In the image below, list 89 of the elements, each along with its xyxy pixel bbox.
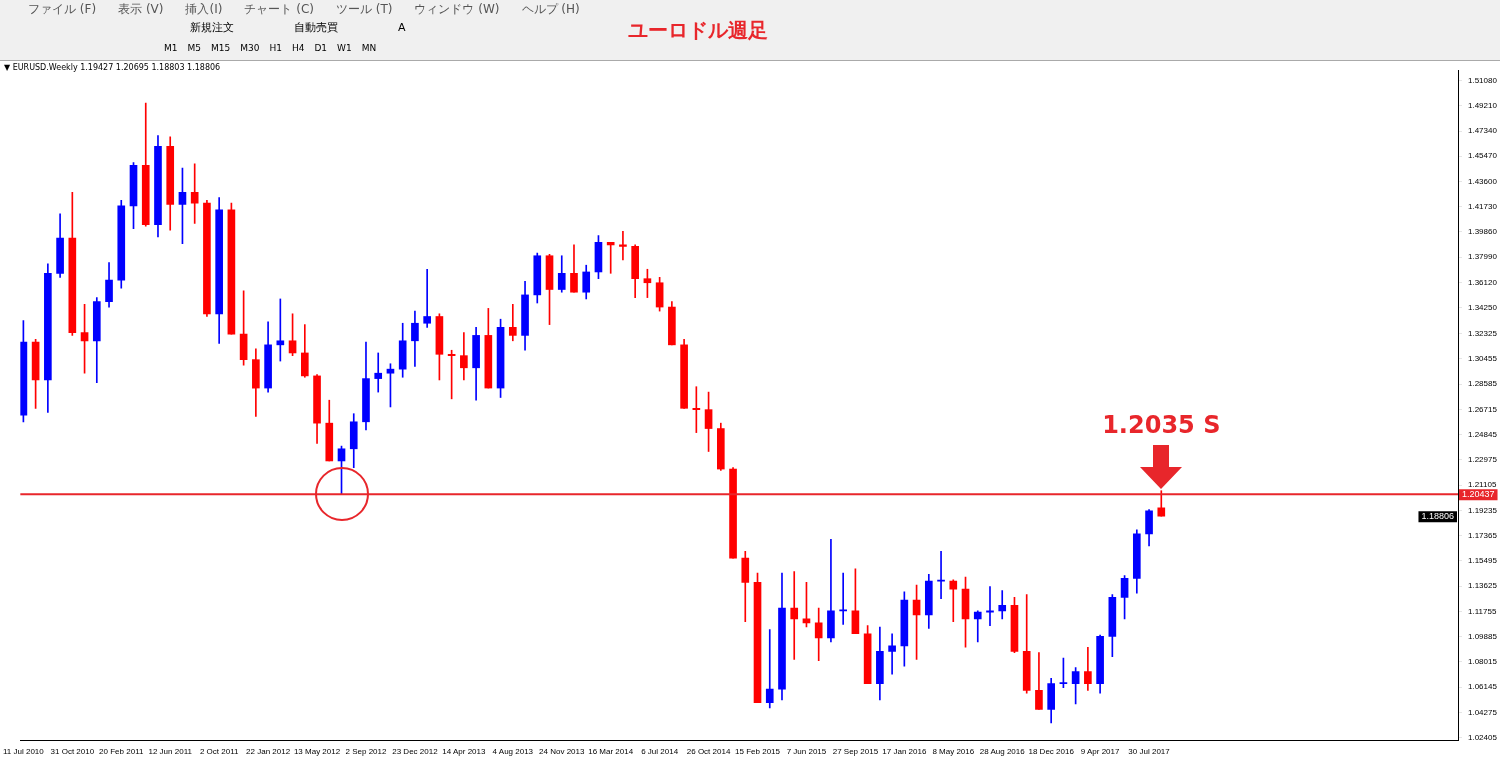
y-tick-label: 1.24845 (1468, 429, 1498, 439)
text: ヘルプ (H) (521, 2, 580, 16)
text: H4 (290, 42, 306, 54)
annotation: 1.18806 (1421, 510, 1455, 521)
x-tick-label: 31 Oct 2010 (50, 747, 95, 757)
x-tick-label: 4 Aug 2013 (492, 747, 534, 757)
y-tick-label: 1.49210 (1468, 100, 1498, 110)
candlestick (986, 586, 994, 626)
text: D1 (313, 42, 329, 54)
candlestick (190, 163, 199, 224)
candlestick (606, 241, 615, 274)
y-tick-label: 1.45470 (1468, 151, 1498, 161)
x-tick-label: 13 May 2012 (293, 747, 341, 757)
y-tick-label: 1.41730 (1468, 201, 1498, 211)
y-tick-label: 1.37990 (1468, 252, 1498, 262)
y-tick-label: 1.32325 (1468, 328, 1498, 338)
x-tick-label: 30 Jul 2017 (1128, 747, 1171, 757)
text: ツール (T) (335, 2, 393, 16)
candlestick (765, 629, 774, 709)
y-tick-label: 1.34250 (1468, 302, 1498, 312)
x-tick-label: 23 Dec 2012 (392, 747, 439, 757)
text: H1 (268, 42, 283, 54)
text: 挿入(I) (185, 2, 223, 16)
y-tick-label: 1.22975 (1468, 455, 1498, 465)
candlestick (839, 572, 847, 625)
y-tick-label: 1.21105 (1468, 480, 1497, 490)
x-tick-label: 20 Feb 2011 (99, 747, 144, 757)
text: チャート (C) (244, 2, 314, 16)
candlestick (619, 231, 627, 261)
y-tick-label: 1.13625 (1468, 581, 1498, 591)
y-tick-label: 1.11755 (1468, 606, 1497, 616)
text: 自動売買 (294, 21, 338, 34)
x-tick-label: 28 Aug 2016 (979, 747, 1026, 757)
y-tick-label: 1.36120 (1468, 277, 1498, 287)
x-tick-label: 22 Jan 2012 (246, 747, 291, 757)
text: M1 (163, 42, 179, 54)
text: ウィンドウ (W) (414, 2, 500, 16)
candlestick (998, 590, 1007, 620)
y-tick-label: 1.17365 (1468, 530, 1498, 540)
text: W1 (336, 42, 353, 54)
x-tick-label: 17 Jan 2016 (882, 747, 927, 757)
y-tick-label: 1.26715 (1468, 404, 1498, 414)
x-tick-label: 7 Jun 2015 (786, 747, 827, 757)
x-tick-label: 16 Mar 2014 (588, 747, 634, 757)
text: M30 (239, 42, 261, 54)
y-tick-label: 1.19235 (1468, 505, 1498, 515)
y-tick-label: 1.02405 (1468, 732, 1498, 742)
x-tick-label: 14 Apr 2013 (442, 747, 486, 757)
y-tick-label: 1.08015 (1468, 657, 1498, 667)
text: 新規注文 (190, 21, 234, 34)
y-tick-label: 1.51080 (1468, 75, 1498, 85)
x-tick-label: 8 May 2016 (932, 747, 975, 757)
x-tick-label: 24 Nov 2013 (539, 747, 585, 757)
y-tick-label: 1.30455 (1468, 354, 1498, 364)
text: MN (360, 42, 378, 54)
x-tick-label: 12 Jun 2011 (148, 747, 193, 757)
y-tick-label: 1.39860 (1468, 227, 1498, 237)
y-tick-label: 1.28585 (1468, 379, 1498, 389)
candlestick (888, 633, 896, 675)
candlestick (374, 352, 383, 393)
candlestick (949, 579, 958, 622)
candlestick (423, 268, 431, 328)
y-tick-label: 1.43600 (1468, 176, 1498, 186)
y-tick-label: 1.09885 (1468, 631, 1498, 641)
candlestick (508, 304, 517, 342)
y-tick-label: 1.04275 (1468, 707, 1498, 717)
text: ファイル (F) (28, 2, 97, 16)
x-tick-label: 18 Dec 2016 (1028, 747, 1075, 757)
y-tick-label: 1.15495 (1468, 556, 1498, 566)
x-tick-label: 2 Sep 2012 (345, 747, 387, 757)
x-tick-label: 15 Feb 2015 (735, 747, 781, 757)
text: M5 (186, 42, 202, 54)
chart-subtitle: ▼ EURUSD.Weekly 1.19427 1.20695 1.18803 1.18806 (4, 63, 221, 72)
x-tick-label: 2 Oct 2011 (199, 747, 239, 757)
candlestick (973, 610, 982, 643)
y-tick-label: 1.47340 (1468, 126, 1498, 136)
y-tick-label: 1.06145 (1468, 682, 1498, 692)
text: 表示 (V) (118, 2, 164, 16)
x-tick-label: 26 Oct 2014 (686, 747, 731, 757)
ref-line-label: 1.20437 (1462, 488, 1495, 499)
annotation: 1.2035 S (1102, 410, 1221, 439)
x-tick-label: 11 Jul 2010 (3, 747, 45, 757)
text: M15 (210, 42, 232, 54)
x-tick-label: 9 Apr 2017 (1080, 747, 1121, 757)
chart-title: ユーロドル週足 (628, 17, 768, 44)
x-tick-label: 6 Jul 2014 (641, 747, 679, 757)
x-tick-label: 27 Sep 2015 (832, 747, 879, 757)
candlestick (790, 571, 799, 660)
text: A (398, 21, 406, 34)
